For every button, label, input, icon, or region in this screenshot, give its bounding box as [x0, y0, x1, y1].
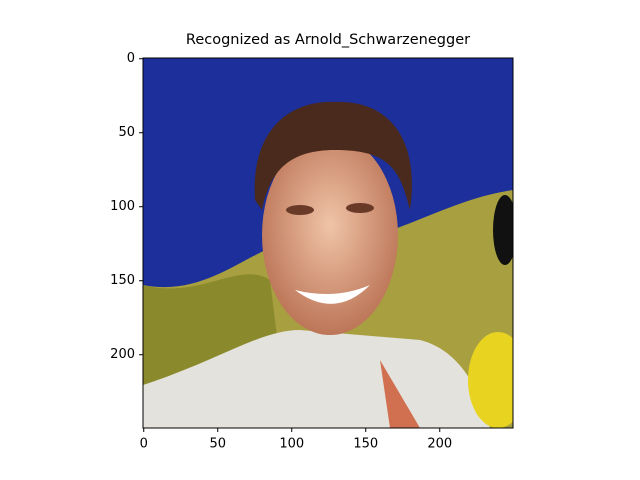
y-tick-label: 0 [127, 51, 135, 66]
y-tick-label: 100 [110, 199, 135, 214]
image [143, 58, 513, 428]
x-tick-label: 50 [209, 437, 226, 452]
x-tick-label: 0 [140, 437, 148, 452]
y-tick-label: 200 [110, 347, 135, 362]
x-tick-label: 150 [353, 437, 378, 452]
x-tick-label: 100 [279, 437, 304, 452]
chart-title: Recognized as Arnold_Schwarzenegger [186, 32, 470, 48]
x-tick-label: 200 [427, 437, 452, 452]
y-tick-label: 150 [110, 273, 135, 288]
axes-frame [142, 57, 514, 429]
y-tick-label: 50 [118, 125, 135, 140]
